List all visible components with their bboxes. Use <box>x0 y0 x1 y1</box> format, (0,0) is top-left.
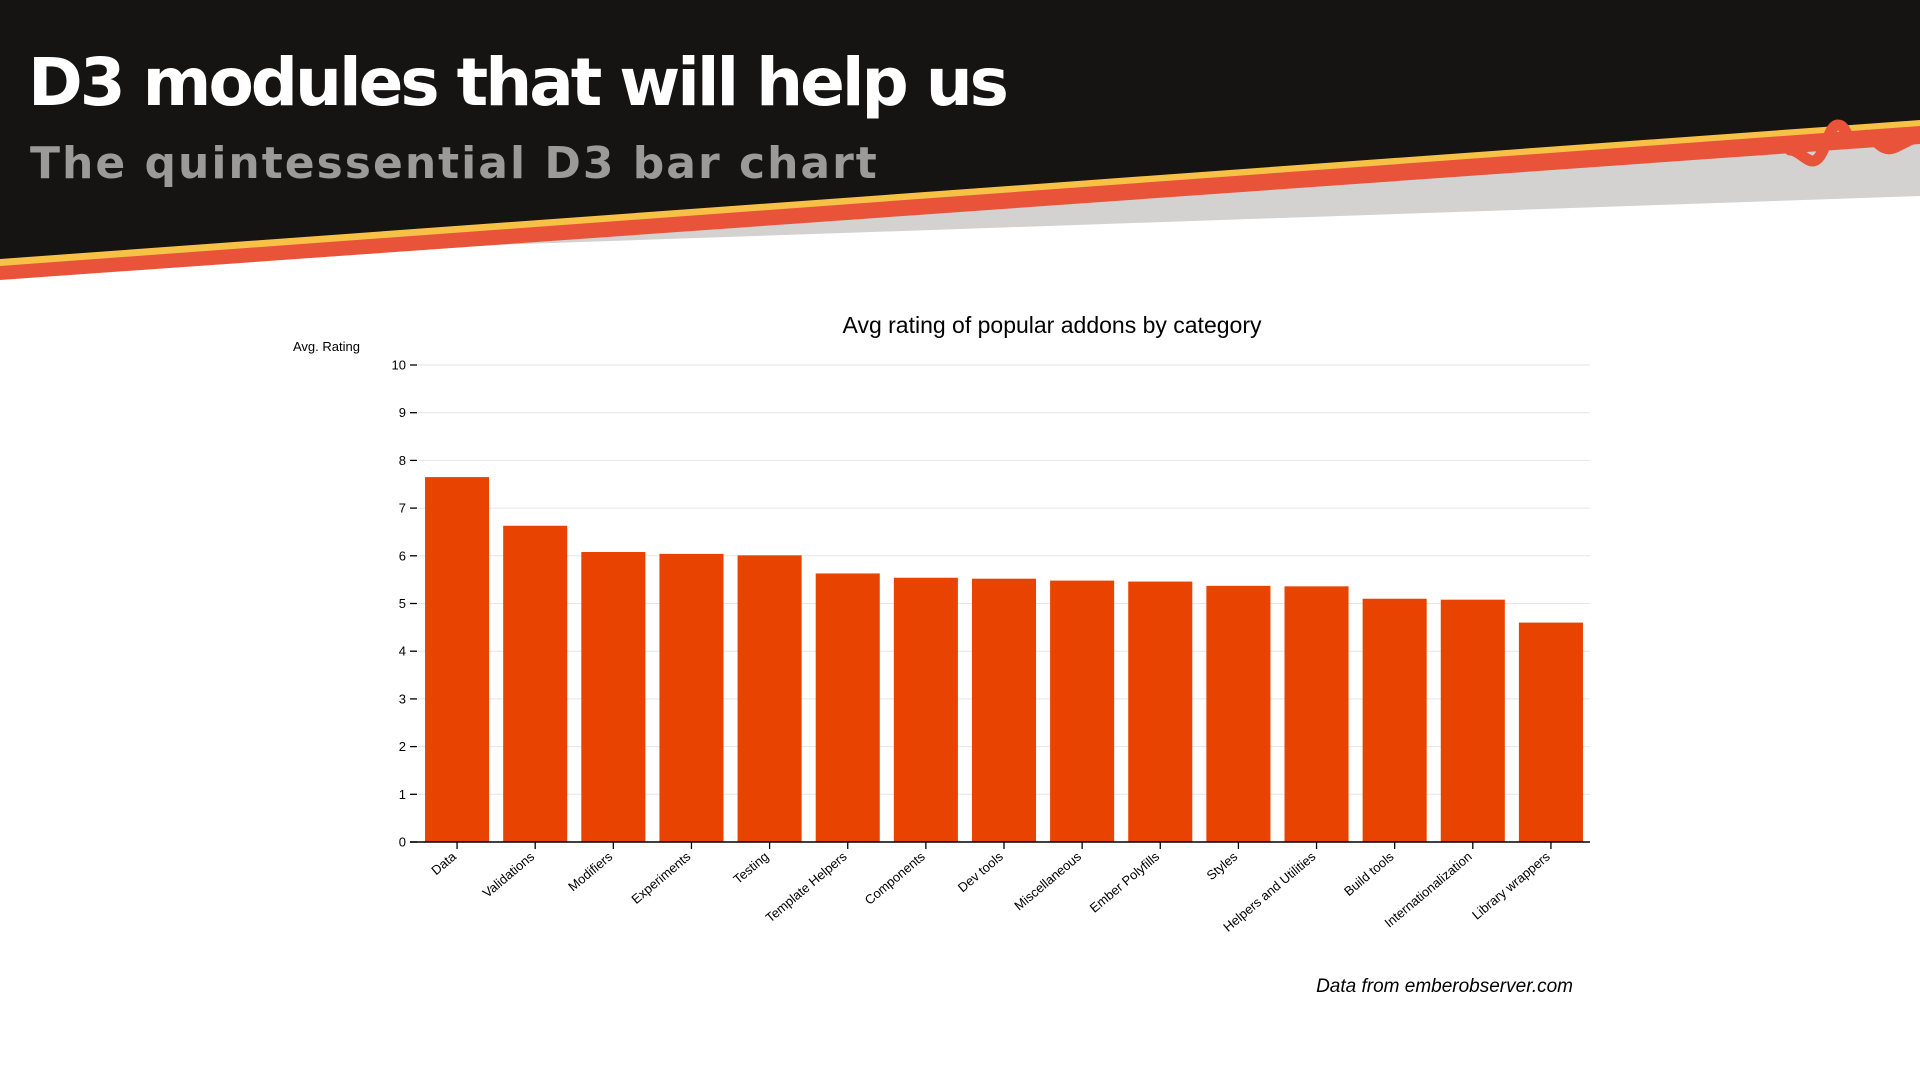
y-tick-label: 4 <box>399 644 406 659</box>
bar-components <box>893 577 958 842</box>
x-tick-label: Components <box>862 848 928 907</box>
wave-icon <box>1784 119 1920 167</box>
y-tick-label: 7 <box>399 501 406 516</box>
bar-ember-polyfills <box>1128 581 1193 842</box>
header-dark-panel <box>0 0 1920 260</box>
bar-template-helpers <box>815 573 880 842</box>
y-tick-label: 10 <box>392 358 406 373</box>
bar-dev-tools <box>971 578 1037 842</box>
y-tick-label: 0 <box>399 835 406 850</box>
bar-modifiers <box>581 551 646 842</box>
y-axis-label: Avg. Rating <box>293 339 360 354</box>
y-tick-label: 3 <box>399 691 406 706</box>
x-tick-label: Ember Polyfills <box>1087 848 1163 915</box>
y-tick-label: 8 <box>399 453 406 468</box>
bar-helpers-and-utilities <box>1284 586 1349 842</box>
x-tick-label: Data <box>428 848 459 878</box>
x-tick-label: Dev tools <box>955 848 1007 895</box>
bar-styles <box>1206 585 1271 842</box>
bar-data <box>425 477 490 842</box>
x-tick-label: Build tools <box>1341 848 1397 898</box>
y-tick-label: 1 <box>399 787 406 802</box>
bar-experiments <box>659 553 724 842</box>
x-tick-label: Styles <box>1204 848 1241 883</box>
bar-validations <box>503 525 568 842</box>
x-tick-label: Modifiers <box>565 848 615 894</box>
x-axis: Data Validations Modifiers Experiments Testi… <box>410 841 1590 935</box>
y-tick-label: 9 <box>399 405 406 420</box>
slide-title: D3 modules that will help us <box>28 44 1009 121</box>
y-tick-label: 5 <box>399 596 406 611</box>
header-yellow-stripe <box>0 120 1920 266</box>
x-tick-label: Template Helpers <box>763 848 851 925</box>
y-tick-label: 6 <box>399 548 406 563</box>
x-tick-label: Experiments <box>628 848 693 906</box>
bar-library-wrappers <box>1518 622 1583 842</box>
slide-subtitle: The quintessential D3 bar chart <box>30 138 879 189</box>
x-tick-label: Library wrappers <box>1469 848 1553 922</box>
x-tick-label: Testing <box>730 849 771 887</box>
bar-build-tools <box>1362 598 1427 842</box>
bars <box>425 477 1583 842</box>
bar-internationalization <box>1440 599 1505 842</box>
x-tick-label: Validations <box>480 848 538 900</box>
bar-testing <box>737 555 802 842</box>
x-tick-label: Miscellaneous <box>1011 848 1084 913</box>
source-note: Data from emberobserver.com <box>1316 976 1573 997</box>
y-tick-label: 2 <box>399 739 406 754</box>
y-axis: 0 1 2 3 4 5 6 7 8 9 10 <box>392 358 417 850</box>
bar-miscellaneous <box>1050 580 1115 842</box>
chart-title: Avg rating of popular addons by category <box>843 312 1262 338</box>
header-background <box>0 0 1920 280</box>
header-red-stripe <box>0 124 1920 280</box>
